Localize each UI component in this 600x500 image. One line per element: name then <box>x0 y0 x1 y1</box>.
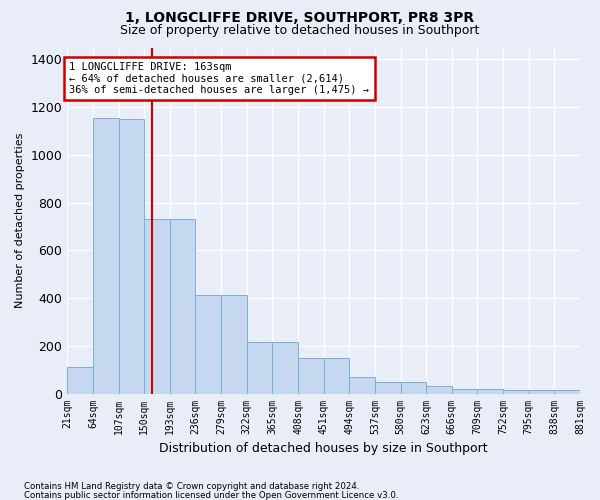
Bar <box>426 386 452 394</box>
Bar <box>196 294 221 394</box>
Bar <box>272 342 298 394</box>
Bar <box>503 390 529 394</box>
Text: Contains HM Land Registry data © Crown copyright and database right 2024.: Contains HM Land Registry data © Crown c… <box>24 482 359 491</box>
Bar <box>298 358 323 394</box>
Bar <box>144 220 170 394</box>
Bar <box>529 390 554 394</box>
Bar <box>323 358 349 394</box>
Bar <box>221 294 247 394</box>
Bar <box>401 382 426 394</box>
Bar <box>349 377 375 394</box>
Bar <box>93 118 119 394</box>
Bar <box>67 368 93 394</box>
Text: 1, LONGCLIFFE DRIVE, SOUTHPORT, PR8 3PR: 1, LONGCLIFFE DRIVE, SOUTHPORT, PR8 3PR <box>125 11 475 25</box>
Bar <box>554 390 580 394</box>
Y-axis label: Number of detached properties: Number of detached properties <box>15 133 25 308</box>
Bar <box>170 220 196 394</box>
X-axis label: Distribution of detached houses by size in Southport: Distribution of detached houses by size … <box>160 442 488 455</box>
Bar <box>119 119 144 394</box>
Bar <box>247 342 272 394</box>
Text: Size of property relative to detached houses in Southport: Size of property relative to detached ho… <box>121 24 479 37</box>
Bar <box>478 389 503 394</box>
Bar <box>375 382 401 394</box>
Bar <box>452 389 478 394</box>
Text: Contains public sector information licensed under the Open Government Licence v3: Contains public sector information licen… <box>24 490 398 500</box>
Text: 1 LONGCLIFFE DRIVE: 163sqm
← 64% of detached houses are smaller (2,614)
36% of s: 1 LONGCLIFFE DRIVE: 163sqm ← 64% of deta… <box>70 62 370 95</box>
